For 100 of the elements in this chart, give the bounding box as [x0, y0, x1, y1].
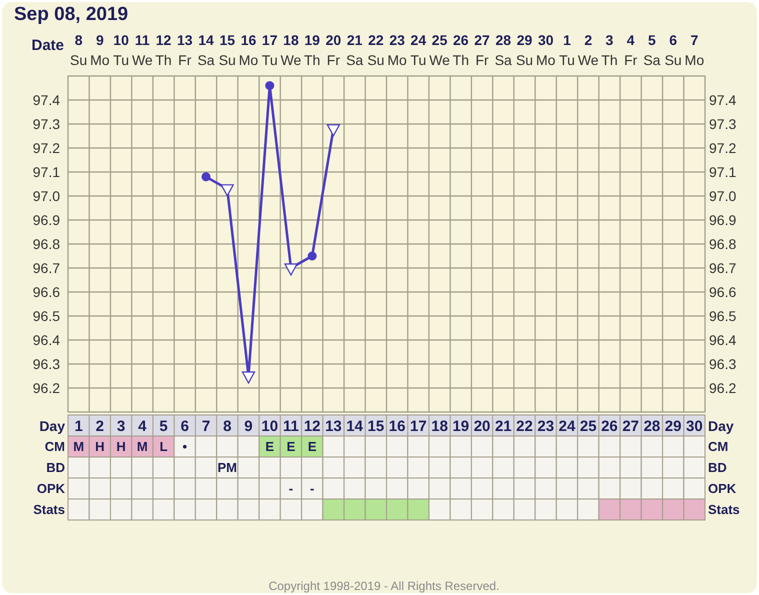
- x2-tick-label: 23: [537, 418, 554, 435]
- x-tick-label: 15 Su: [218, 32, 236, 68]
- x2-tick-label: 26: [601, 418, 618, 435]
- y-tick-label: 97.3: [32, 116, 60, 132]
- x-tick-label: 8 Su: [70, 32, 88, 68]
- x-tick-label: 25 We: [429, 32, 450, 68]
- table-cell: -: [301, 478, 324, 500]
- x-axis-title: Date: [31, 37, 64, 54]
- x2-tick-label: 9: [244, 418, 253, 435]
- table-cell: PM: [216, 456, 238, 478]
- x2-tick-label: 7: [202, 418, 210, 435]
- x2-axis-title: Day: [39, 418, 66, 434]
- x-tick-label: 9 Mo: [90, 32, 110, 68]
- x2-tick-label: 11: [283, 418, 299, 435]
- y2-tick-label: 96.4: [709, 332, 736, 348]
- table-cell: M: [68, 436, 90, 458]
- x-tick-label: 18 We: [280, 32, 302, 68]
- y-tick-label: 97.0: [32, 188, 60, 204]
- table-cell: H: [110, 436, 132, 458]
- x-tick-label: 1 Tu: [559, 32, 575, 68]
- x2-tick-label: 3: [116, 418, 126, 435]
- chart-title: Sep 08, 2019: [14, 4, 128, 25]
- x-tick-label: 19 Th: [304, 32, 320, 68]
- x2-tick-label: 15: [368, 418, 384, 435]
- x-tick-label: 24 Tu: [410, 32, 426, 68]
- x2-tick-label: 27: [622, 418, 640, 435]
- x2-tick-label: 18: [431, 418, 448, 435]
- x2-tick-label: 20: [474, 418, 490, 435]
- y-tick-label: 96.4: [32, 332, 60, 348]
- category-label: CM: [44, 439, 65, 454]
- y2-tick-label: 96.3: [709, 356, 736, 372]
- x-tick-label: 17 Tu: [262, 32, 278, 68]
- x-tick-label: 3 Th: [601, 32, 618, 68]
- y-tick-label: 96.2: [32, 380, 60, 396]
- y2-tick-label: 96.7: [709, 260, 736, 276]
- x2-tick-label: 17: [410, 418, 427, 435]
- x2-tick-label: 21: [494, 418, 512, 435]
- y-tick-label: 96.7: [32, 260, 60, 276]
- y-tick-label: 96.6: [32, 284, 60, 300]
- y-tick-label: 97.4: [32, 92, 60, 108]
- x2-tick-label: 22: [516, 418, 533, 435]
- x-tick-label: 11 We: [132, 32, 153, 68]
- x-tick-label: 12 Th: [155, 32, 172, 68]
- table-cell: •: [174, 436, 196, 458]
- x-tick-label: 28 Sa: [494, 32, 512, 68]
- x-tick-label: 14 Sa: [197, 32, 215, 68]
- x-tick-label: 4 Fr: [624, 32, 638, 68]
- x2-tick-label: 12: [304, 418, 321, 435]
- y-tick-label: 96.3: [32, 356, 60, 372]
- category-label: BD: [46, 460, 65, 475]
- x-tick-label: 20 Fr: [326, 32, 342, 68]
- x2-tick-label: 5: [159, 418, 168, 435]
- x2-tick-label: 13: [325, 418, 342, 435]
- x-tick-label: 26 Th: [452, 32, 469, 68]
- y2-tick-label: 96.9: [709, 212, 736, 228]
- x-tick-label: 5 Sa: [643, 32, 661, 68]
- x2-tick-label: 28: [644, 418, 660, 435]
- x2-tick-label: 24: [558, 418, 576, 435]
- x-tick-label: 22 Su: [367, 32, 384, 68]
- table-cell: -: [280, 478, 302, 500]
- category-label: Stats: [33, 502, 65, 517]
- category-label: Stats: [708, 502, 740, 517]
- x2-tick-label: 29: [664, 418, 682, 435]
- y-tick-label: 97.1: [32, 164, 60, 180]
- y-tick-label: 97.2: [32, 140, 60, 156]
- x-tick-label: 23 Mo: [387, 32, 408, 68]
- y2-tick-label: 96.2: [709, 380, 736, 396]
- y2-tick-label: 97.3: [709, 116, 736, 132]
- x2-tick-label: 4: [138, 418, 148, 435]
- table-cell: M: [131, 436, 154, 458]
- y2-tick-label: 96.8: [709, 236, 736, 252]
- x-tick-label: 27 Fr: [474, 32, 490, 68]
- x2-tick-label: 16: [388, 418, 406, 435]
- x-tick-label: 7 Mo: [684, 32, 704, 68]
- y2-tick-label: 97.2: [709, 140, 736, 156]
- x2-tick-label: 19: [452, 418, 470, 435]
- text: Copyright 1998-2019 - All Rights Reserved.: [268, 579, 500, 593]
- x2-tick-label: 8: [223, 418, 232, 435]
- y2-tick-label: 97.0: [709, 188, 736, 204]
- text: Day: [708, 418, 734, 434]
- x2-tick-label: 10: [261, 418, 278, 435]
- y-tick-label: 96.8: [32, 236, 60, 252]
- x-tick-label: 6 Su: [664, 32, 682, 68]
- y-tick-label: 96.9: [32, 212, 60, 228]
- x2-tick-label: 1: [74, 418, 83, 435]
- table-cell: L: [152, 436, 175, 458]
- x-tick-label: 10 Tu: [113, 32, 130, 68]
- category-label: OPK: [708, 481, 736, 496]
- x2-tick-label: 2: [96, 418, 104, 435]
- y2-tick-label: 97.4: [709, 92, 736, 108]
- category-label: BD: [708, 460, 727, 475]
- x-tick-label: 21 Sa: [346, 32, 364, 68]
- y2-tick-label: 96.6: [709, 284, 736, 300]
- y2-tick-label: 97.1: [709, 164, 736, 180]
- x2-tick-label: 14: [346, 418, 364, 435]
- x-tick-label: 30 Mo: [536, 32, 556, 68]
- table-cell: H: [88, 436, 111, 458]
- x2-tick-label: 6: [180, 418, 189, 435]
- x-tick-label: 29 Su: [516, 32, 534, 68]
- x-tick-label: 2 We: [578, 32, 599, 68]
